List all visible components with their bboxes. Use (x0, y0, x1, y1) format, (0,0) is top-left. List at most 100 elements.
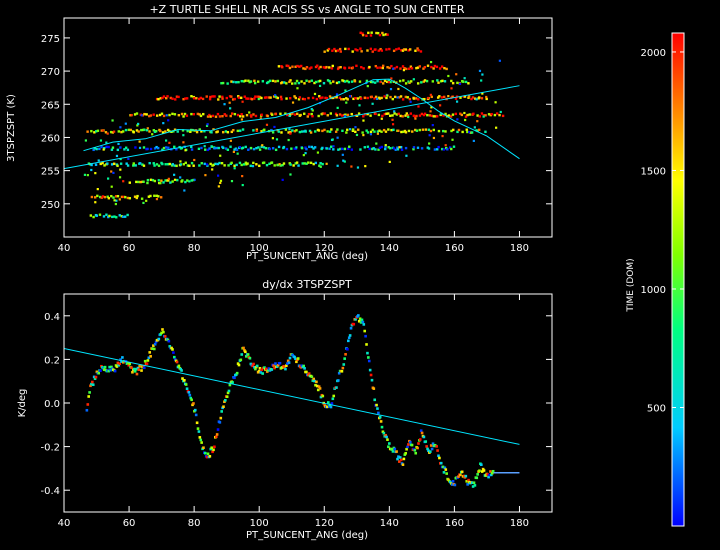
data-point (242, 346, 245, 350)
data-point (387, 445, 390, 449)
data-point (193, 158, 196, 162)
data-point (274, 94, 277, 97)
data-point (167, 119, 170, 122)
data-point (143, 128, 146, 131)
data-point (381, 64, 385, 68)
data-point (357, 112, 361, 115)
data-point (324, 96, 327, 100)
data-point (186, 179, 189, 182)
data-point (354, 126, 357, 129)
data-point (423, 112, 427, 116)
data-point (418, 438, 422, 441)
data-point (335, 386, 338, 389)
data-point (415, 66, 418, 70)
data-point (136, 124, 139, 127)
data-point (402, 130, 405, 133)
data-point (404, 131, 408, 134)
data-point (252, 113, 255, 116)
data-point (394, 148, 397, 151)
data-point (364, 165, 367, 168)
data-point (162, 181, 165, 184)
data-point (300, 364, 304, 367)
data-point (435, 445, 438, 448)
data-point (132, 162, 135, 165)
data-point (365, 129, 368, 132)
data-point (162, 95, 166, 98)
data-point (228, 101, 231, 104)
data-point (325, 147, 328, 150)
data-point (224, 130, 228, 133)
data-point (136, 366, 140, 370)
data-point (240, 118, 244, 121)
data-point (472, 139, 475, 142)
data-point (124, 122, 127, 125)
data-point (288, 162, 291, 165)
data-point (369, 133, 373, 136)
data-point (188, 180, 191, 183)
data-point (236, 362, 240, 365)
data-point (164, 179, 167, 182)
data-point (278, 163, 281, 166)
data-point (437, 129, 441, 133)
data-point (362, 134, 365, 137)
data-point (441, 465, 445, 469)
data-point (398, 96, 401, 99)
data-point (101, 366, 105, 370)
data-point (403, 453, 407, 456)
data-point (485, 95, 488, 99)
data-point (346, 347, 349, 351)
data-point (162, 122, 165, 125)
data-point (258, 164, 261, 168)
data-point (384, 33, 388, 36)
data-point (285, 147, 289, 151)
data-point (480, 470, 484, 473)
data-point (215, 433, 219, 436)
data-point (336, 136, 339, 139)
data-point (149, 194, 152, 198)
data-point (277, 145, 281, 149)
data-point (102, 368, 106, 371)
data-point (168, 141, 171, 144)
data-point (369, 130, 373, 134)
data-point (321, 162, 324, 166)
data-point (214, 162, 217, 166)
data-point (284, 128, 288, 131)
data-point (475, 98, 478, 101)
data-point (381, 114, 384, 118)
data-point (414, 49, 417, 52)
data-point (135, 180, 138, 184)
data-point (319, 79, 322, 83)
data-point (124, 128, 128, 132)
data-point (160, 331, 163, 335)
data-point (365, 343, 368, 346)
data-point (90, 382, 93, 386)
data-point (235, 371, 239, 375)
data-point (425, 445, 428, 448)
data-point (442, 148, 446, 151)
data-point (210, 446, 213, 450)
data-point (205, 124, 209, 127)
data-point (114, 195, 118, 198)
data-point (393, 67, 396, 70)
data-point (337, 148, 340, 151)
data-point (119, 126, 122, 129)
data-point (401, 98, 405, 101)
data-point (273, 366, 276, 370)
data-point (280, 97, 283, 101)
data-point (443, 95, 446, 99)
data-point (428, 134, 431, 137)
x-tick-label: 120 (315, 518, 334, 529)
data-point (402, 69, 406, 72)
data-point (157, 179, 160, 182)
data-point (119, 168, 122, 171)
data-point (464, 115, 468, 118)
data-point (149, 178, 153, 182)
data-point (291, 82, 294, 85)
data-point (318, 95, 321, 98)
y-axis-label: 3TSPZSPT (K) (6, 94, 17, 162)
data-point (229, 107, 232, 110)
data-point (131, 370, 134, 374)
data-point (482, 469, 486, 472)
data-point (345, 97, 348, 100)
data-point (372, 147, 375, 150)
